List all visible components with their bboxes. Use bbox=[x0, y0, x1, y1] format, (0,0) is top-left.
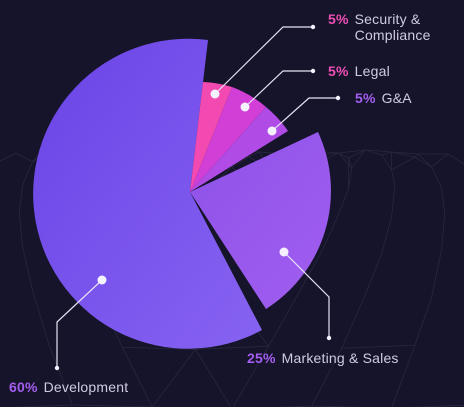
leader-end-development bbox=[54, 365, 60, 371]
percent-legal: 5% bbox=[328, 63, 349, 79]
percent-marketing-sales: 25% bbox=[247, 350, 276, 366]
category-ga: G&A bbox=[381, 90, 412, 106]
label-marketing-sales: 25% Marketing & Sales bbox=[247, 350, 399, 366]
label-security-compliance: 5% Security & Compliance bbox=[328, 11, 455, 43]
marker-security-compliance bbox=[210, 89, 220, 99]
label-development: 60% Development bbox=[9, 379, 128, 395]
leader-line-development bbox=[56, 279, 103, 366]
label-ga: 5% G&A bbox=[355, 90, 412, 106]
leader-end-legal bbox=[310, 68, 316, 74]
label-legal: 5% Legal bbox=[328, 63, 390, 79]
slice-security-compliance bbox=[190, 82, 232, 192]
marker-legal bbox=[240, 102, 250, 112]
leader-line-marketing-sales bbox=[283, 251, 330, 337]
marker-ga bbox=[267, 126, 277, 136]
leader-line-ga bbox=[271, 97, 337, 132]
slice-legal bbox=[190, 87, 266, 192]
marker-marketing-sales bbox=[279, 247, 289, 257]
slice-development bbox=[33, 38, 262, 349]
marker-development bbox=[97, 275, 107, 285]
percent-development: 60% bbox=[9, 379, 38, 395]
leader-line-security-compliance bbox=[214, 26, 312, 95]
category-legal: Legal bbox=[354, 63, 390, 79]
category-marketing-sales: Marketing & Sales bbox=[281, 350, 399, 366]
leader-end-marketing-sales bbox=[326, 335, 332, 341]
slice-ga bbox=[190, 107, 288, 192]
slice-marketing-sales bbox=[190, 132, 331, 309]
leader-end-security-compliance bbox=[310, 24, 316, 30]
percent-security-compliance: 5% bbox=[328, 11, 349, 27]
percent-ga: 5% bbox=[355, 90, 376, 106]
category-security-compliance: Security & Compliance bbox=[354, 11, 431, 43]
leader-end-ga bbox=[335, 95, 341, 101]
leader-line-legal bbox=[244, 70, 312, 108]
category-development: Development bbox=[43, 379, 129, 395]
